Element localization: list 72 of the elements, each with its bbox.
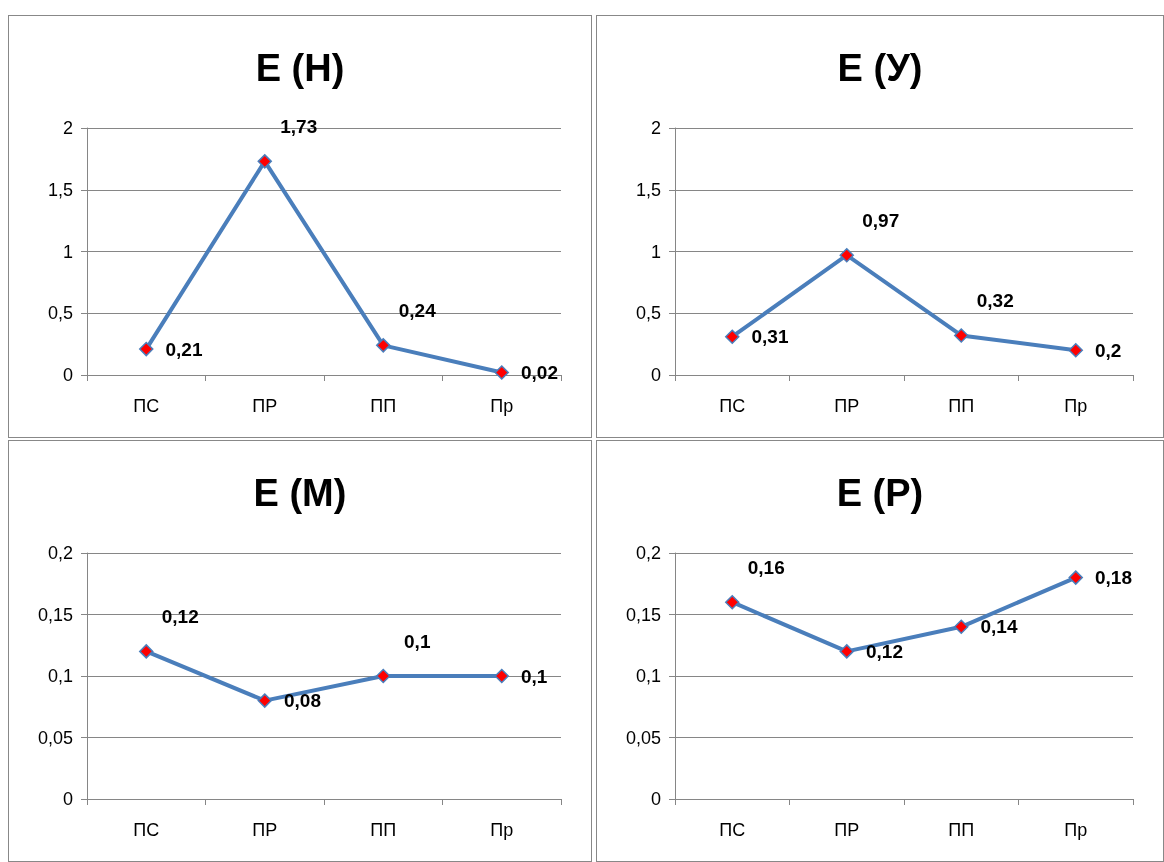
y-tick-label: 1,5	[47, 179, 73, 200]
point	[839, 247, 854, 263]
y-tick-label: 1,5	[635, 179, 661, 200]
y-tick-label: 0,15	[625, 604, 661, 625]
chart-title: E (У)	[837, 47, 923, 89]
data-label: 0,18	[1095, 567, 1132, 589]
x-tick-label: Пр	[1064, 820, 1088, 840]
y-tick-label: 0,2	[635, 543, 661, 563]
x-tick-label: ПР	[834, 820, 860, 840]
y-tick-label: 0,05	[625, 727, 661, 748]
chart-title: E (Н)	[255, 47, 345, 89]
point	[494, 365, 509, 380]
y-tick-label: 1	[62, 241, 73, 262]
point	[839, 644, 854, 659]
point	[257, 693, 272, 708]
y-tick-label: 0	[62, 365, 73, 385]
point	[954, 328, 969, 343]
point	[139, 644, 154, 659]
point	[1068, 343, 1083, 358]
data-label: 0,02	[521, 362, 558, 384]
point	[494, 668, 509, 684]
x-tick-label: ПС	[133, 820, 160, 840]
x-tick-label: ПП	[948, 396, 975, 416]
y-tick-label: 0,15	[37, 604, 73, 625]
x-tick-label: Пр	[490, 396, 514, 416]
data-label: 0,31	[751, 326, 789, 348]
y-tick-label: 0,5	[47, 303, 73, 324]
y-tick-label: 0,2	[47, 543, 73, 563]
x-tick-label: ПР	[252, 396, 278, 416]
x-tick-label: Пр	[490, 820, 514, 840]
data-label: 0,08	[284, 690, 321, 712]
data-label: 0,12	[866, 640, 903, 662]
y-tick-label: 0	[62, 789, 73, 809]
x-tick-label: ПП	[948, 820, 975, 840]
data-label: 0,21	[165, 338, 203, 360]
y-tick-label: 0,1	[635, 666, 661, 686]
data-label: 0,1	[521, 665, 548, 687]
point	[725, 594, 740, 610]
y-tick-label: 2	[650, 118, 661, 138]
y-tick-label: 0,5	[635, 303, 661, 324]
point	[1068, 570, 1083, 585]
data-label: 0,16	[747, 556, 785, 578]
y-tick-label: 0,05	[37, 727, 73, 748]
point	[257, 154, 272, 169]
x-tick-label: ПП	[370, 396, 397, 416]
x-tick-label: ПР	[834, 396, 860, 416]
point	[376, 338, 391, 353]
x-tick-label: ПС	[719, 396, 746, 416]
data-label: 0,2	[1095, 339, 1122, 361]
y-tick-label: 2	[62, 118, 73, 138]
point	[725, 329, 740, 344]
data-label: 0,24	[398, 300, 437, 322]
data-label: 0,1	[404, 630, 431, 652]
x-tick-label: ПП	[370, 820, 397, 840]
chart-title: E (Р)	[836, 472, 924, 514]
y-tick-label: 0,1	[47, 666, 73, 686]
point	[139, 341, 154, 357]
data-label: 1,73	[280, 116, 318, 138]
data-label: 0,14	[980, 616, 1018, 638]
y-tick-label: 1	[650, 241, 661, 262]
x-tick-label: ПР	[252, 820, 278, 840]
chart-title: E (М)	[253, 472, 347, 514]
data-label: 0,32	[976, 290, 1014, 312]
point	[954, 619, 969, 635]
y-tick-label: 0	[650, 789, 661, 809]
x-tick-label: ПС	[133, 396, 160, 416]
data-label: 0,97	[862, 209, 900, 231]
x-tick-label: Пр	[1064, 396, 1088, 416]
data-label: 0,12	[161, 606, 199, 628]
y-tick-label: 0	[650, 365, 661, 385]
point	[376, 668, 391, 684]
x-tick-label: ПС	[719, 820, 746, 840]
